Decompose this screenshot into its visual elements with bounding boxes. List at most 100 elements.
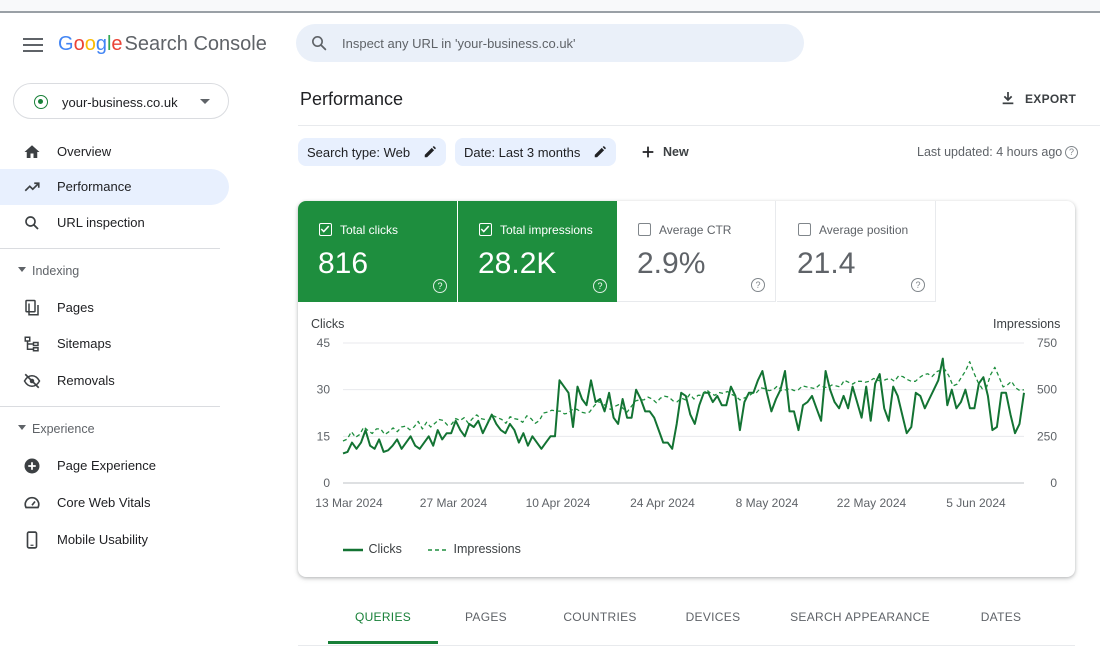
collapse-arrow-icon: [18, 425, 26, 430]
help-icon[interactable]: ?: [593, 279, 607, 293]
metric-card-average-ctr[interactable]: Average CTR 2.9% ?: [617, 201, 776, 302]
tab-devices[interactable]: DEVICES: [673, 594, 753, 644]
y-left-tick-label: 15: [317, 429, 331, 443]
sidebar-item-label: Core Web Vitals: [57, 495, 151, 510]
checkbox-checked-icon[interactable]: [319, 223, 332, 236]
x-tick-label: 10 Apr 2024: [526, 496, 591, 510]
sidebar-item-label: Overview: [57, 144, 112, 159]
metric-card-average-position[interactable]: Average position 21.4 ?: [777, 201, 936, 302]
url-inspection-search[interactable]: [296, 24, 804, 62]
page-title: Performance: [300, 89, 404, 109]
product-name: Search Console: [124, 33, 267, 55]
tab-queries[interactable]: QUERIES: [328, 594, 438, 644]
search-icon: [310, 34, 328, 57]
section-title: Experience: [32, 422, 95, 436]
x-tick-label: 27 Mar 2024: [420, 496, 488, 510]
metric-value: 21.4: [797, 247, 856, 280]
performance-line-chart[interactable]: 0 15 30 45 0 250 500 750 13 Mar 2024 27 Mar 2024 1…: [298, 330, 1075, 520]
sitemap-icon: [23, 335, 41, 353]
wordmark-letter: e: [111, 33, 123, 55]
tab-countries[interactable]: COUNTRIES: [550, 594, 650, 644]
metric-label: Average CTR: [659, 223, 732, 237]
tab-search-appearance[interactable]: SEARCH APPEARANCE: [785, 594, 935, 644]
sidebar-item-label: Sitemaps: [57, 336, 112, 351]
new-filter-label: New: [663, 145, 689, 159]
x-tick-label: 24 Apr 2024: [630, 496, 695, 510]
window-top-border: [0, 11, 1100, 13]
sidebar-section-indexing[interactable]: Indexing: [0, 261, 220, 281]
sidebar-item-page-experience[interactable]: Page Experience: [0, 448, 229, 484]
checkbox-unchecked-icon[interactable]: [798, 223, 811, 236]
property-status-icon: [34, 95, 48, 109]
app-logo: Google Search Console: [58, 33, 267, 56]
chip-label: Search type: Web: [307, 145, 411, 160]
search-type-filter-chip[interactable]: Search type: Web: [298, 138, 446, 166]
help-icon[interactable]: ?: [1065, 146, 1078, 159]
wordmark-letter: o: [73, 33, 85, 55]
menu-icon[interactable]: [23, 38, 43, 52]
y-right-axis-label: Impressions: [993, 317, 1061, 331]
metric-card-total-impressions[interactable]: Total impressions 28.2K ?: [458, 201, 617, 302]
sidebar-item-label: Performance: [57, 179, 132, 194]
legend-solid-line-icon: [343, 548, 363, 551]
chevron-down-icon: [200, 99, 210, 104]
sidebar-item-url-inspection[interactable]: URL inspection: [0, 205, 229, 241]
y-left-axis-label: Clicks: [311, 317, 345, 331]
tab-pages[interactable]: PAGES: [446, 594, 526, 644]
tab-label: QUERIES: [354, 610, 412, 624]
metric-label: Total clicks: [340, 223, 399, 237]
sidebar-item-overview[interactable]: Overview: [0, 134, 229, 170]
trending-up-icon: [23, 178, 41, 196]
tab-dates[interactable]: DATES: [968, 594, 1034, 644]
series-line-clicks: [342, 357, 1025, 455]
metric-card-total-clicks[interactable]: Total clicks 816 ?: [298, 201, 457, 302]
sidebar-divider: [0, 406, 220, 407]
sidebar-item-mobile-usability[interactable]: Mobile Usability: [0, 522, 229, 558]
legend-item-clicks[interactable]: Clicks: [343, 542, 402, 556]
sidebar-item-removals[interactable]: Removals: [0, 363, 229, 399]
sidebar-item-performance[interactable]: Performance: [0, 169, 229, 205]
x-tick-label: 13 Mar 2024: [315, 496, 383, 510]
property-selector[interactable]: your-business.co.uk: [13, 83, 229, 119]
tab-label: PAGES: [465, 610, 507, 624]
export-button[interactable]: EXPORT: [996, 88, 1076, 110]
checkbox-unchecked-icon[interactable]: [638, 223, 651, 236]
tab-label: DEVICES: [685, 610, 741, 624]
sidebar-item-label: Pages: [57, 300, 94, 315]
header-divider: [298, 125, 1100, 126]
sidebar: [0, 13, 230, 660]
new-filter-button[interactable]: New: [638, 140, 698, 164]
google-wordmark: Google: [58, 33, 123, 55]
y-left-tick-label: 0: [323, 476, 330, 490]
y-right-tick-label: 0: [1050, 476, 1057, 490]
tab-label: DATES: [980, 610, 1022, 624]
search-input[interactable]: [342, 33, 782, 53]
property-name: your-business.co.uk: [62, 95, 178, 110]
help-icon[interactable]: ?: [911, 278, 925, 292]
help-icon[interactable]: ?: [751, 278, 765, 292]
speed-gauge-icon: [23, 494, 41, 512]
legend-label: Clicks: [368, 542, 402, 556]
plus-icon: [640, 144, 656, 165]
x-tick-label: 8 May 2024: [736, 496, 799, 510]
wordmark-letter: l: [106, 33, 112, 55]
visibility-off-icon: [23, 372, 41, 390]
metric-value: 2.9%: [637, 247, 706, 280]
collapse-arrow-icon: [18, 267, 26, 272]
chip-label: Date: Last 3 months: [464, 145, 581, 160]
help-icon[interactable]: ?: [433, 279, 447, 293]
add-circle-icon: [23, 457, 41, 475]
checkbox-checked-icon[interactable]: [479, 223, 492, 236]
sidebar-divider: [0, 248, 220, 249]
date-filter-chip[interactable]: Date: Last 3 months: [455, 138, 616, 166]
y-right-tick-label: 750: [1037, 336, 1057, 350]
x-tick-label: 5 Jun 2024: [946, 496, 1006, 510]
sidebar-item-pages[interactable]: Pages: [0, 290, 229, 326]
sidebar-section-experience[interactable]: Experience: [0, 419, 220, 439]
sidebar-item-core-web-vitals[interactable]: Core Web Vitals: [0, 485, 229, 521]
metric-value: 28.2K: [478, 247, 557, 280]
sidebar-item-sitemaps[interactable]: Sitemaps: [0, 326, 229, 362]
legend-item-impressions[interactable]: Impressions: [428, 542, 521, 556]
sidebar-item-label: URL inspection: [57, 215, 145, 230]
sidebar-item-label: Removals: [57, 373, 115, 388]
